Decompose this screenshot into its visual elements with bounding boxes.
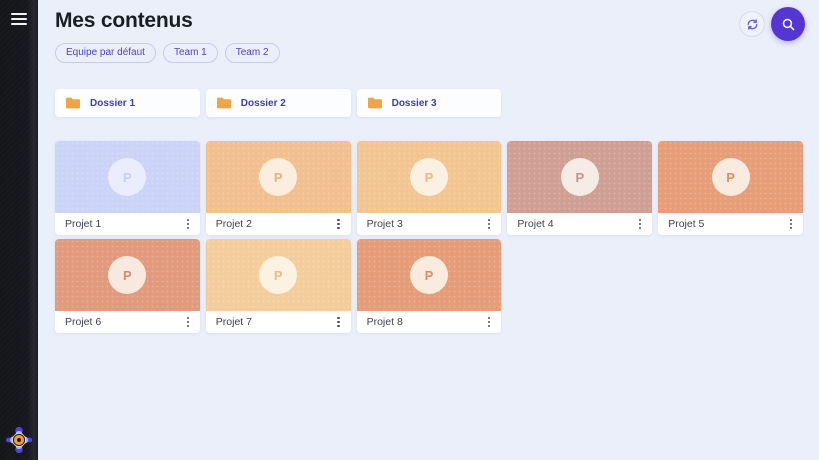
project-footer: Projet 5 <box>658 213 803 235</box>
folders-list: Dossier 1 Dossier 2 Dossier 3 <box>55 89 803 117</box>
header-actions <box>739 0 805 48</box>
search-button[interactable] <box>771 7 805 41</box>
team-chip[interactable]: Team 2 <box>224 43 280 63</box>
project-card: P Projet 3 <box>356 141 502 235</box>
project-thumbnail[interactable]: P <box>658 141 803 213</box>
project-footer: Projet 7 <box>205 311 351 333</box>
project-card: P Projet 1 <box>55 141 200 235</box>
project-thumbnail[interactable]: P <box>507 141 653 213</box>
project-footer: Projet 3 <box>356 213 502 235</box>
project-card: P Projet 2 <box>205 141 351 235</box>
main-content: Mes contenus Equipe par défaut Team 1 Te… <box>38 0 819 460</box>
project-card: P Projet 4 <box>507 141 653 235</box>
project-name: Projet 4 <box>517 218 554 230</box>
folder-name: Dossier 2 <box>240 97 286 109</box>
project-avatar: P <box>259 158 298 196</box>
folder-name: Dossier 3 <box>391 97 437 109</box>
project-card: P Projet 8 <box>356 239 502 333</box>
projects-grid: P Projet 1 P Projet 2 P <box>55 141 803 333</box>
refresh-button[interactable] <box>739 11 765 37</box>
project-avatar: P <box>409 256 448 294</box>
brand-logo-icon <box>4 425 34 455</box>
folder-icon <box>367 96 383 110</box>
folder-icon <box>65 96 81 110</box>
kebab-menu-icon[interactable] <box>335 314 341 330</box>
folder-card[interactable]: Dossier 1 <box>55 89 200 117</box>
project-card: P Projet 5 <box>658 141 803 235</box>
project-name: Projet 8 <box>366 316 403 328</box>
project-avatar: P <box>108 256 147 294</box>
kebab-menu-icon[interactable] <box>486 216 492 232</box>
search-icon <box>780 16 797 33</box>
team-chip[interactable]: Equipe par défaut <box>55 43 156 63</box>
refresh-icon <box>746 18 759 31</box>
project-footer: Projet 6 <box>55 311 200 333</box>
project-name: Projet 2 <box>215 218 252 230</box>
folder-card[interactable]: Dossier 2 <box>205 89 351 117</box>
project-avatar: P <box>560 158 599 196</box>
kebab-menu-icon[interactable] <box>486 314 492 330</box>
project-card: P Projet 6 <box>55 239 200 333</box>
kebab-menu-icon[interactable] <box>185 216 191 232</box>
project-thumbnail[interactable]: P <box>55 239 200 311</box>
folder-icon <box>216 96 232 110</box>
project-avatar: P <box>409 158 448 196</box>
team-chip[interactable]: Team 1 <box>162 43 218 63</box>
project-thumbnail[interactable]: P <box>55 141 200 213</box>
sidebar <box>0 0 38 460</box>
project-name: Projet 1 <box>65 218 102 230</box>
project-card: P Projet 7 <box>205 239 351 333</box>
project-footer: Projet 1 <box>55 213 200 235</box>
project-avatar: P <box>711 158 750 196</box>
project-name: Projet 6 <box>65 316 102 328</box>
project-avatar: P <box>259 256 298 294</box>
project-thumbnail[interactable]: P <box>205 239 351 311</box>
folder-name: Dossier 1 <box>90 97 136 109</box>
project-footer: Projet 2 <box>205 213 351 235</box>
kebab-menu-icon[interactable] <box>788 216 794 232</box>
kebab-menu-icon[interactable] <box>637 216 643 232</box>
project-footer: Projet 4 <box>507 213 653 235</box>
page-title: Mes contenus <box>55 9 193 32</box>
folder-card[interactable]: Dossier 3 <box>356 89 502 117</box>
kebab-menu-icon[interactable] <box>185 314 191 330</box>
project-name: Projet 5 <box>668 218 705 230</box>
project-name: Projet 7 <box>215 316 252 328</box>
hamburger-menu-icon[interactable] <box>11 13 27 25</box>
team-filter-chips: Equipe par défaut Team 1 Team 2 <box>55 43 803 63</box>
kebab-menu-icon[interactable] <box>335 216 341 232</box>
project-thumbnail[interactable]: P <box>356 141 502 213</box>
project-footer: Projet 8 <box>356 311 502 333</box>
project-name: Projet 3 <box>366 218 403 230</box>
project-thumbnail[interactable]: P <box>356 239 502 311</box>
project-thumbnail[interactable]: P <box>205 141 351 213</box>
project-avatar: P <box>108 158 147 196</box>
